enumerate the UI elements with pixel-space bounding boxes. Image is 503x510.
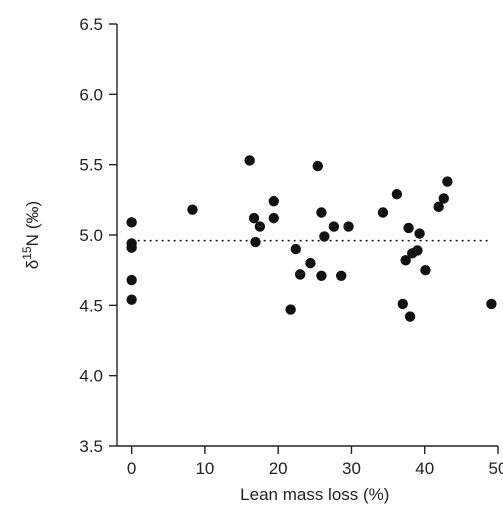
data-point: [285, 304, 296, 315]
data-point: [126, 274, 137, 286]
data-point: [420, 264, 431, 276]
y-tick-label: 4.0: [79, 367, 103, 386]
y-tick-label: 6.5: [79, 15, 103, 34]
data-point: [404, 311, 416, 322]
y-tick-label: 4.5: [79, 296, 103, 315]
x-tick-label: 20: [269, 459, 288, 478]
data-point: [442, 176, 453, 187]
data-point: [486, 298, 497, 310]
data-point: [126, 217, 137, 228]
y-axis-title-unit: (‰): [23, 201, 42, 229]
data-point: [294, 269, 306, 280]
data-points: [126, 155, 497, 322]
data-point: [336, 270, 347, 281]
data-point: [268, 196, 279, 207]
data-point: [403, 222, 414, 234]
y-axis-title-superscript: 15: [20, 246, 34, 260]
data-point: [343, 221, 354, 232]
data-point: [319, 231, 330, 242]
data-point: [433, 201, 444, 213]
data-point: [328, 221, 340, 232]
y-tick-label: 5.0: [79, 226, 103, 245]
data-point: [316, 207, 327, 218]
x-axis: 0 10 20 30 40 50: [117, 445, 503, 478]
y-tick-label: 6.0: [79, 85, 103, 104]
x-tick-label: 40: [415, 459, 434, 478]
x-tick-label: 30: [342, 459, 361, 478]
data-point: [412, 245, 423, 256]
data-point: [400, 255, 411, 266]
data-point: [414, 228, 425, 239]
data-point: [244, 155, 255, 166]
x-tick-label: 50: [489, 459, 503, 478]
y-tick-label: 5.5: [79, 156, 103, 175]
data-point: [187, 204, 198, 215]
x-axis-title: Lean mass loss (%): [240, 485, 389, 504]
data-point: [391, 189, 403, 200]
data-point: [438, 193, 449, 204]
data-point: [126, 242, 137, 253]
data-point: [312, 160, 323, 172]
data-point: [248, 212, 260, 224]
data-point: [268, 212, 279, 224]
y-axis-title-delta: δ: [23, 260, 42, 269]
data-point: [250, 236, 261, 248]
data-point: [290, 243, 301, 255]
data-point: [316, 270, 327, 281]
data-point: [254, 221, 266, 232]
data-point: [397, 298, 408, 310]
y-axis: 3.5 4.0 4.5 5.0 5.5 6.0 6.5: [79, 15, 118, 456]
x-tick-label: 0: [127, 459, 136, 478]
data-point: [377, 207, 389, 218]
data-point: [126, 294, 137, 305]
y-axis-title: δ15N (‰): [20, 201, 42, 269]
y-axis-title-element: N: [23, 234, 42, 246]
y-tick-label: 3.5: [79, 437, 103, 456]
x-tick-label: 10: [195, 459, 214, 478]
data-point: [305, 257, 316, 269]
